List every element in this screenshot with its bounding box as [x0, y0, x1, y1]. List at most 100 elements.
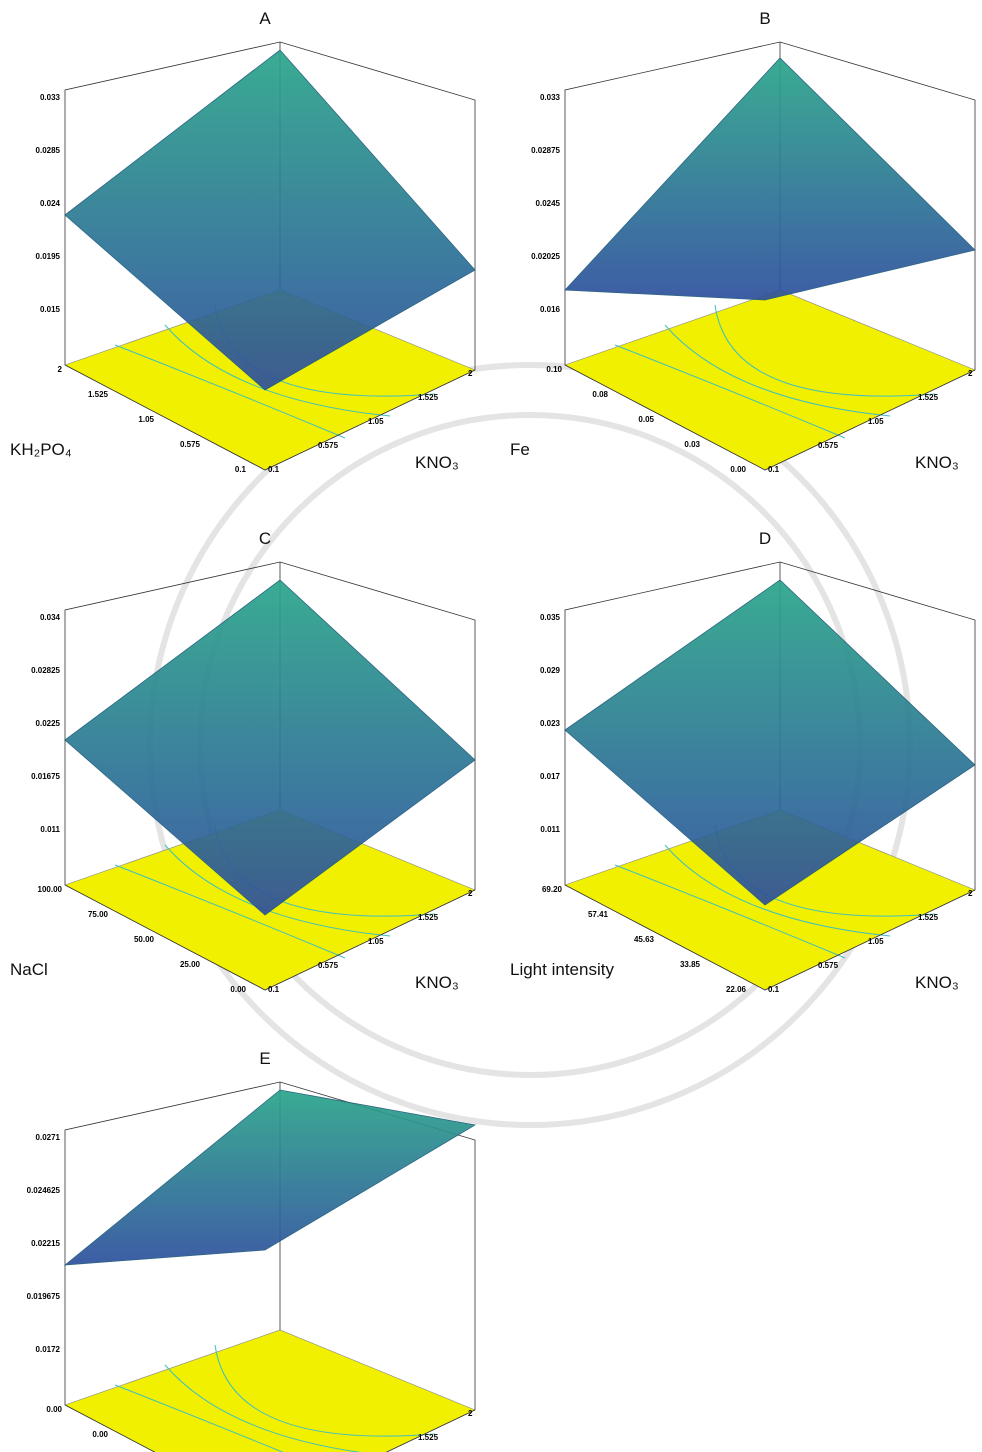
z-tick-label: 0.033 [40, 93, 61, 102]
response-surface [63, 1089, 477, 1266]
front-edges [564, 364, 976, 471]
left-tick-label: 0.1 [235, 465, 247, 474]
right-tick-label: 1.525 [918, 913, 939, 922]
right-tick-label: 0.1 [768, 465, 780, 474]
left-tick-label: 0.05 [638, 415, 654, 424]
contour-line [214, 1344, 436, 1437]
base-plane [564, 289, 976, 471]
z-tick-label: 0.016 [540, 305, 561, 314]
z-tick-label: 0.035 [540, 613, 561, 622]
z-tick-label: 0.019675 [27, 1292, 61, 1301]
left-tick-label: 57.41 [588, 910, 609, 919]
left-tick-label: 100.00 [38, 885, 63, 894]
right-tick-label: 1.525 [418, 1433, 439, 1442]
contour-line [114, 344, 346, 439]
panel-label: A [259, 9, 271, 28]
z-tick-label: 0.011 [540, 825, 560, 834]
front-edges [64, 364, 476, 471]
right-tick-label: 1.525 [418, 393, 439, 402]
right-tick-label: 1.525 [918, 393, 939, 402]
right-axis-label: KNO₃ [415, 453, 459, 472]
z-tick-label: 0.024625 [27, 1186, 61, 1195]
left-tick-label: 0.10 [546, 365, 562, 374]
z-tick-label: 0.023 [540, 719, 561, 728]
contour-line [164, 1364, 362, 1452]
contour-line [614, 344, 846, 439]
surface-panel: D 0.035 0.029 0.023 0.017 0.011 69.20 57.41 45.6… [510, 529, 976, 994]
left-tick-label: 50.00 [134, 935, 155, 944]
response-surface [64, 579, 476, 916]
z-tick-label: 0.0271 [36, 1133, 61, 1142]
z-tick-label: 0.034 [40, 613, 61, 622]
front-edges [64, 884, 476, 991]
right-axis-label: KNO₃ [415, 973, 459, 992]
z-tick-label: 0.015 [40, 305, 61, 314]
contour-line [114, 1384, 284, 1452]
right-tick-label: 1.05 [868, 937, 884, 946]
right-tick-label: 0.575 [818, 441, 839, 450]
panel-label: C [259, 529, 271, 548]
left-tick-label: 2 [58, 365, 63, 374]
left-tick-label: 0.03 [684, 440, 700, 449]
left-axis-label: Fe [510, 440, 530, 459]
z-tick-label: 0.024 [40, 199, 61, 208]
surface-panel: E 0.0271 0.024625 0.02215 0.019675 0.0172 0.00… [27, 1049, 477, 1452]
z-tick-label: 0.0285 [36, 146, 61, 155]
panel-label: D [759, 529, 771, 548]
left-tick-label: 45.63 [634, 935, 655, 944]
z-tick-label: 0.01675 [31, 772, 60, 781]
right-tick-label: 0.575 [818, 961, 839, 970]
right-tick-label: 1.05 [368, 937, 384, 946]
contour-line [164, 324, 391, 417]
right-tick-label: 1.05 [868, 417, 884, 426]
right-tick-label: 0.575 [318, 961, 339, 970]
z-tick-label: 0.02215 [31, 1239, 60, 1248]
left-tick-label: 1.05 [138, 415, 154, 424]
right-tick-label: 1.525 [418, 913, 439, 922]
right-axis-label: KNO₃ [915, 973, 959, 992]
right-tick-label: 2 [468, 889, 473, 898]
contour-line [714, 304, 936, 397]
surface-panel: C 0.034 0.02825 0.0225 0.01675 0.011 100.00 75.… [10, 529, 476, 994]
left-tick-label: 0.00 [46, 1405, 62, 1414]
contour-line [664, 324, 891, 417]
left-axis-label: Light intensity [510, 960, 614, 979]
z-tick-label: 0.0172 [36, 1345, 61, 1354]
response-surface [64, 49, 476, 391]
right-tick-label: 0.1 [268, 985, 280, 994]
left-tick-label: 22.06 [726, 985, 747, 994]
left-tick-label: 0.00 [230, 985, 246, 994]
z-tick-label: 0.017 [540, 772, 561, 781]
z-tick-label: 0.0225 [36, 719, 61, 728]
z-tick-label: 0.02825 [31, 666, 60, 675]
right-tick-label: 0.1 [268, 465, 280, 474]
left-tick-label: 25.00 [180, 960, 201, 969]
contour-line [614, 864, 846, 959]
right-tick-label: 2 [468, 1409, 473, 1418]
right-tick-label: 2 [468, 369, 473, 378]
contour-line [664, 844, 891, 937]
left-axis-label: NaCl [10, 960, 48, 979]
left-tick-label: 69.20 [542, 885, 563, 894]
right-tick-label: 2 [968, 369, 973, 378]
z-tick-label: 0.011 [40, 825, 60, 834]
left-tick-label: 1.525 [88, 390, 109, 399]
left-tick-label: 0.00 [92, 1430, 108, 1439]
panel-label: B [759, 9, 770, 28]
z-tick-label: 0.029 [540, 666, 561, 675]
z-tick-label: 0.0195 [36, 252, 61, 261]
surface-panel: B 0.033 0.02875 0.0245 0.02025 0.016 0.10 0.08 0… [510, 9, 976, 474]
front-edges [64, 1404, 476, 1452]
panel-label: E [259, 1049, 270, 1068]
front-edges [564, 884, 976, 991]
z-tick-label: 0.033 [540, 93, 561, 102]
right-tick-label: 0.1 [768, 985, 780, 994]
left-tick-label: 0.08 [592, 390, 608, 399]
left-tick-label: 75.00 [88, 910, 109, 919]
left-axis-label: KH₂PO₄ [10, 440, 72, 459]
right-axis-label: KNO₃ [915, 453, 959, 472]
z-tick-label: 0.02875 [531, 146, 560, 155]
response-surface [564, 57, 976, 301]
response-surface [564, 579, 976, 906]
